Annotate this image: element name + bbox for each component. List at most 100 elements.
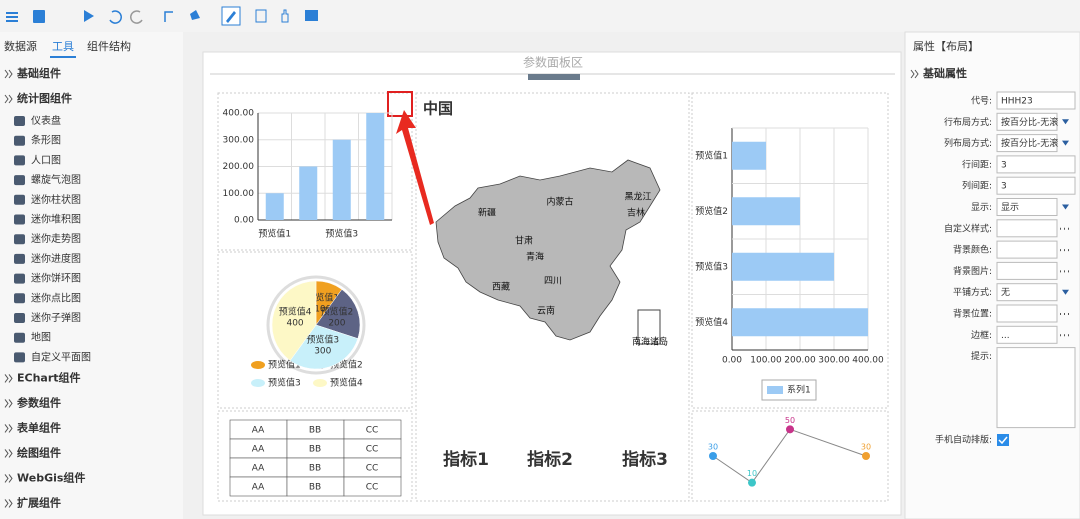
map-label[interactable]: 新疆 xyxy=(478,207,496,219)
component-item[interactable]: 迷你点比图 xyxy=(31,291,81,304)
group-title[interactable]: 统计图组件 xyxy=(17,91,72,105)
bar xyxy=(732,252,834,281)
item-icon xyxy=(14,273,25,284)
prop-input[interactable] xyxy=(996,198,1058,216)
legend-swatch xyxy=(251,379,265,387)
prop-value: HHH23 xyxy=(1001,97,1033,107)
table-text: CC xyxy=(366,464,379,474)
component-item[interactable]: 自定义平面图 xyxy=(31,350,91,363)
item-icon xyxy=(14,313,25,323)
prop-input[interactable] xyxy=(996,283,1058,302)
prop-input[interactable] xyxy=(996,261,1058,280)
item-icon xyxy=(14,155,25,166)
table-text: BB xyxy=(309,426,321,436)
toolbar-icons[interactable] xyxy=(6,6,318,26)
y-tick-label: 200.00 xyxy=(223,162,255,172)
map-label[interactable]: 西藏 xyxy=(492,281,510,293)
legend-label[interactable]: 预览值4 xyxy=(330,377,363,389)
chevron-icon xyxy=(4,374,13,383)
x-tick-label: 预览值1 xyxy=(258,228,291,240)
component-item[interactable]: 迷你柱状图 xyxy=(31,193,81,206)
component-item[interactable]: 条形图 xyxy=(31,134,61,147)
china-map[interactable] xyxy=(435,159,661,341)
prop-input[interactable] xyxy=(996,176,1076,195)
group-title[interactable]: 绘图组件 xyxy=(17,445,61,459)
prop-value: 显示 xyxy=(1001,202,1019,213)
component-item[interactable]: 螺旋气泡图 xyxy=(31,173,81,186)
component-item[interactable]: 仪表盘 xyxy=(31,114,61,127)
prop-input[interactable] xyxy=(996,325,1058,344)
chevron-icon xyxy=(4,69,13,79)
point xyxy=(862,452,870,460)
prop-textarea[interactable] xyxy=(996,347,1076,429)
prop-label: 背景颜色: xyxy=(953,244,992,256)
chevron-icon xyxy=(4,94,13,104)
group-title[interactable]: WebGis组件 xyxy=(17,470,85,484)
item-icon xyxy=(14,214,25,225)
bar xyxy=(332,139,351,220)
item-icon xyxy=(14,293,25,304)
checkbox[interactable] xyxy=(997,434,1009,446)
component-item[interactable]: 迷你饼环图 xyxy=(31,272,81,285)
panel-tab[interactable]: 组件结构 xyxy=(87,39,131,53)
component-item[interactable]: 迷你进度图 xyxy=(31,252,81,265)
table-text: CC xyxy=(366,426,379,436)
chevron-icon xyxy=(910,69,919,79)
prop-input[interactable] xyxy=(996,304,1058,323)
prop-input[interactable] xyxy=(996,155,1076,174)
pie-value: 100 xyxy=(314,305,331,315)
toolbar xyxy=(0,0,1080,32)
prop-value: 按百分比-无滚 xyxy=(1001,116,1058,128)
dropdown-arrow[interactable] xyxy=(1062,140,1069,146)
panel-tab[interactable]: 工具 xyxy=(52,40,74,53)
item-icon xyxy=(14,352,25,363)
map-label[interactable]: 吉林 xyxy=(627,207,645,219)
prop-label: 显示: xyxy=(971,202,992,213)
prop-input[interactable] xyxy=(996,240,1058,259)
group-title[interactable]: 基础组件 xyxy=(16,66,61,80)
panel-title: 属性【布局】 xyxy=(913,39,979,53)
y-tick-label: 预览值2 xyxy=(695,205,728,217)
component-item[interactable]: 迷你堆积图 xyxy=(31,213,81,226)
collapse-handle[interactable] xyxy=(528,74,580,80)
dropdown-arrow[interactable] xyxy=(1062,289,1069,295)
mobile-label: 手机自动排版: xyxy=(935,434,992,446)
y-tick-label: 预览值4 xyxy=(695,316,728,328)
group-title[interactable]: 扩展组件 xyxy=(17,495,61,509)
map-label[interactable]: 黑龙江 xyxy=(624,191,651,203)
map-label[interactable]: 甘肃 xyxy=(515,235,533,247)
prop-input[interactable] xyxy=(996,91,1076,110)
prop-label: 列布局方式: xyxy=(944,137,992,149)
panel-tab[interactable]: 数据源 xyxy=(4,39,37,53)
prop-value: 无 xyxy=(1001,287,1010,298)
map-label[interactable]: 云南 xyxy=(537,305,555,317)
y-tick-label: 300.00 xyxy=(223,135,255,145)
prop-input[interactable] xyxy=(996,134,1058,153)
prop-value: 3 xyxy=(1001,182,1007,192)
point xyxy=(709,452,717,460)
prop-value: ... xyxy=(1001,331,1010,341)
dropdown-arrow[interactable] xyxy=(1062,204,1069,210)
prop-label: 自定义样式: xyxy=(944,222,992,234)
legend-label: 系列1 xyxy=(787,384,811,396)
chevron-icon xyxy=(4,474,13,483)
prop-label: 代号: xyxy=(971,96,992,107)
component-item[interactable]: 迷你子弹图 xyxy=(31,311,81,324)
component-item[interactable]: 迷你走势图 xyxy=(31,232,81,245)
prop-input[interactable] xyxy=(996,219,1058,238)
group-title[interactable]: 表单组件 xyxy=(16,420,61,434)
prop-input[interactable] xyxy=(996,112,1058,131)
point xyxy=(786,425,794,434)
legend-label[interactable]: 预览值3 xyxy=(268,377,301,389)
map-label[interactable]: 南海诸岛 xyxy=(632,336,668,348)
map-label[interactable]: 内蒙古 xyxy=(546,196,573,208)
component-item[interactable]: 人口图 xyxy=(31,154,61,166)
component-item[interactable]: 地图 xyxy=(31,331,51,344)
group-title[interactable]: EChart组件 xyxy=(17,370,81,384)
dropdown-arrow[interactable] xyxy=(1062,119,1069,125)
group-title[interactable]: 参数组件 xyxy=(17,395,61,409)
map-label[interactable]: 四川 xyxy=(544,277,562,287)
pie-label: 预览值3 xyxy=(306,333,339,345)
map-label[interactable]: 青海 xyxy=(526,251,544,263)
